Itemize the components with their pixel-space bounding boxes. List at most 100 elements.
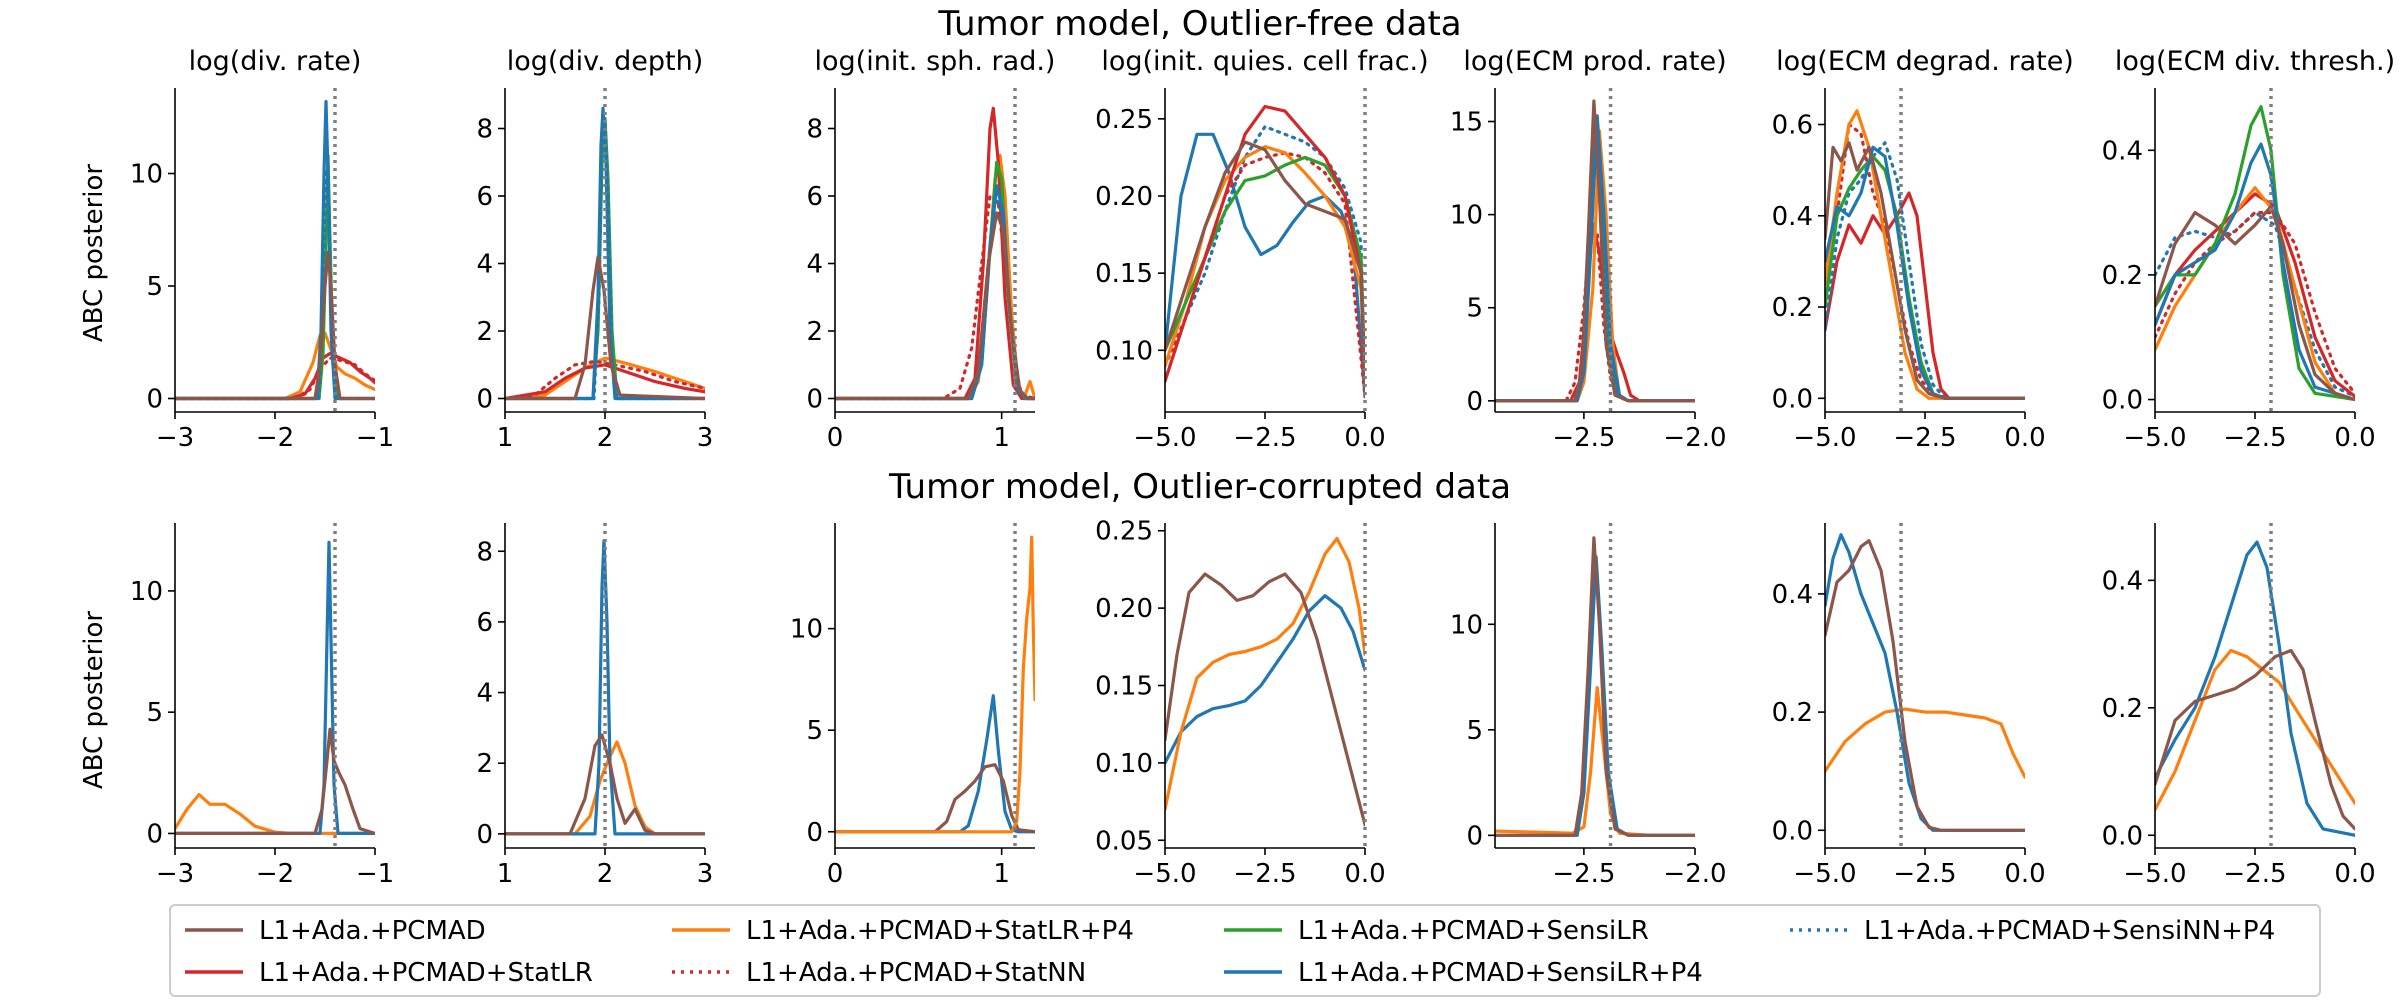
y-tick-label: 0 (146, 385, 163, 415)
subplot-cor-4: L1+Ada.+PCMAD+SensiLR+P4L1+Ada.+PCMAD+St… (1095, 517, 1386, 889)
subplot-title: log(ECM prod. rate) (1463, 46, 1726, 77)
x-tick-label: −5.0 (1793, 423, 1856, 453)
x-tick-label: 0.0 (1344, 423, 1385, 453)
subplot-free-7: L1+Ada.+PCMAD+SensiNN+P4L1+Ada.+PCMAD+St… (2102, 46, 2396, 453)
x-tick-label: −5.0 (1793, 859, 1856, 889)
y-tick-label: 5 (146, 272, 163, 302)
series-line: L1+Ada.+PCMAD+StatLR (505, 363, 705, 401)
series-line: L1+Ada.+PCMAD+SensiLR+P4 (1165, 132, 1365, 399)
series-group: L1+Ada.+PCMAD+StatLR+P4L1+Ada.+PCMAD+Sen… (1495, 536, 1695, 837)
x-tick-label: −2.0 (1663, 859, 1726, 889)
y-tick-label: 0.25 (1095, 105, 1153, 135)
subplot-free-4: L1+Ada.+PCMAD+SensiLR+P4L1+Ada.+PCMAD+Se… (1095, 46, 1429, 453)
x-tick-label: 1 (993, 859, 1010, 889)
series-line: L1+Ada.+PCMAD+StatLR+P4 (505, 740, 705, 836)
y-tick-label: 0.2 (2102, 261, 2143, 291)
series-line: L1+Ada.+PCMAD+StatNN (505, 359, 705, 401)
series-line: L1+Ada.+PCMAD (1495, 99, 1695, 403)
legend-label: L1+Ada.+PCMAD+SensiLR+P4 (1298, 958, 1703, 988)
y-tick-label: 0.4 (2102, 566, 2143, 596)
series-line: L1+Ada.+PCMAD+StatLR+P4 (175, 331, 375, 401)
y-tick-label: 15 (1450, 108, 1483, 138)
y-tick-label: 0.0 (1772, 816, 1813, 846)
x-tick-label: −5.0 (2123, 859, 2186, 889)
x-tick-label: 0.0 (2334, 423, 2375, 453)
legend-label: L1+Ada.+PCMAD+SensiNN+P4 (1864, 916, 2275, 946)
y-tick-label: 4 (476, 250, 493, 280)
x-tick-label: −3 (156, 859, 194, 889)
legend-label: L1+Ada.+PCMAD+StatLR (259, 958, 593, 988)
y-tick-label: 10 (790, 615, 823, 645)
subplot-cor-3: L1+Ada.+PCMAD+SensiLR+P4L1+Ada.+PCMADL1+… (790, 523, 1035, 889)
legend-label: L1+Ada.+PCMAD (259, 916, 486, 946)
series-line: L1+Ada.+PCMAD (505, 255, 705, 401)
series-line: L1+Ada.+PCMAD+StatNN (1165, 151, 1365, 399)
series-line: L1+Ada.+PCMAD+SensiLR+P4 (2155, 540, 2355, 837)
series-line: L1+Ada.+PCMAD (835, 763, 1035, 834)
subplot-grid: L1+Ada.+PCMAD+StatLR+P4L1+Ada.+PCMAD+Sta… (130, 46, 2395, 889)
subplot-free-1: L1+Ada.+PCMAD+StatLR+P4L1+Ada.+PCMAD+Sta… (130, 46, 394, 453)
x-tick-label: 2 (597, 423, 614, 453)
x-tick-label: 1 (993, 423, 1010, 453)
series-group: L1+Ada.+PCMAD+StatLR+P4L1+Ada.+PCMAD+Sen… (175, 540, 375, 835)
y-tick-label: 5 (1466, 294, 1483, 324)
x-tick-label: −1 (356, 423, 394, 453)
row-title-outlier-corrupted: Tumor model, Outlier-corrupted data (888, 467, 1511, 507)
series-group: L1+Ada.+PCMAD+StatLR+P4L1+Ada.+PCMAD+Sen… (2155, 540, 2355, 837)
series-line: L1+Ada.+PCMAD (835, 211, 1035, 401)
y-tick-label: 8 (476, 115, 493, 145)
series-line: L1+Ada.+PCMAD (505, 733, 705, 836)
y-tick-label: 10 (130, 160, 163, 190)
x-tick-label: 0 (827, 423, 844, 453)
y-tick-label: 0.2 (2102, 694, 2143, 724)
legend: L1+Ada.+PCMAD L1+Ada.+PCMAD+StatLR L1+Ada.… (169, 904, 2321, 997)
series-group: L1+Ada.+PCMAD+SensiLR+P4L1+Ada.+PCMAD+Se… (1165, 104, 1365, 399)
y-tick-label: 0.4 (1772, 202, 1813, 232)
y-tick-label: 10 (1450, 610, 1483, 640)
subplot-cor-2: L1+Ada.+PCMAD+StatLR+P4L1+Ada.+PCMAD+Sen… (476, 523, 713, 889)
series-group: L1+Ada.+PCMAD+StatLR+P4L1+Ada.+PCMAD+Sen… (1825, 533, 2025, 832)
subplot-cor-1: L1+Ada.+PCMAD+StatLR+P4L1+Ada.+PCMAD+Sen… (130, 523, 394, 889)
y-tick-label: 0 (476, 820, 493, 850)
series-line: L1+Ada.+PCMAD+SensiNN+P4 (2155, 211, 2355, 398)
series-group: L1+Ada.+PCMAD+StatLR+P4L1+Ada.+PCMAD+Sta… (175, 99, 375, 401)
y-tick-label: 0.2 (1772, 293, 1813, 323)
x-tick-label: −2 (256, 423, 294, 453)
y-tick-label: 10 (1450, 201, 1483, 231)
x-tick-label: 0.0 (1344, 859, 1385, 889)
x-tick-label: −2.0 (1663, 423, 1726, 453)
x-tick-label: 1 (497, 859, 514, 889)
x-tick-label: −2 (256, 859, 294, 889)
y-tick-label: 0 (806, 385, 823, 415)
series-line: L1+Ada.+PCMAD+SensiNN+P4 (1165, 125, 1365, 399)
subplot-cor-5: L1+Ada.+PCMAD+StatLR+P4L1+Ada.+PCMAD+Sen… (1450, 523, 1727, 889)
series-line: L1+Ada.+PCMAD+StatLR (1165, 104, 1365, 383)
row-title-outlier-free: Tumor model, Outlier-free data (937, 4, 1461, 44)
series-line: L1+Ada.+PCMAD+SensiLR (2155, 105, 2355, 402)
series-line: L1+Ada.+PCMAD+StatLR+P4 (835, 535, 1035, 834)
y-tick-label: 0 (1466, 821, 1483, 851)
y-tick-label: 0 (1466, 387, 1483, 417)
series-line: L1+Ada.+PCMAD (1825, 539, 2025, 832)
subplot-cor-7: L1+Ada.+PCMAD+StatLR+P4L1+Ada.+PCMAD+Sen… (2102, 523, 2376, 889)
series-line: L1+Ada.+PCMAD+StatLR+P4 (1825, 707, 2025, 779)
y-tick-label: 5 (806, 716, 823, 746)
x-tick-label: −2.5 (1893, 423, 1956, 453)
series-line: L1+Ada.+PCMAD+StatLR+P4 (175, 793, 375, 835)
series-line: L1+Ada.+PCMAD+StatLR+P4 (1165, 536, 1365, 811)
series-line: L1+Ada.+PCMAD+StatLR+P4 (1825, 109, 2025, 400)
series-line: L1+Ada.+PCMAD+SensiNN+P4 (1825, 141, 2025, 400)
series-group: L1+Ada.+PCMAD+SensiNN+P4L1+Ada.+PCMAD+St… (2155, 105, 2355, 402)
x-tick-label: −5.0 (1133, 423, 1196, 453)
x-tick-label: −1 (356, 859, 394, 889)
y-tick-label: 0.10 (1095, 336, 1153, 366)
x-tick-label: 1 (497, 423, 514, 453)
y-tick-label: 8 (806, 115, 823, 145)
x-tick-label: −2.5 (1893, 859, 1956, 889)
subplot-free-6: L1+Ada.+PCMAD+StatLRL1+Ada.+PCMAD+StatNN… (1772, 46, 2074, 453)
series-line: L1+Ada.+PCMAD+StatLR+P4 (2155, 186, 2355, 402)
y-tick-label: 0 (476, 385, 493, 415)
series-line: L1+Ada.+PCMAD+StatLR+P4 (2155, 648, 2355, 812)
y-axis-label-row-2: ABC posterior (79, 611, 109, 790)
x-tick-label: 0.0 (2334, 859, 2375, 889)
